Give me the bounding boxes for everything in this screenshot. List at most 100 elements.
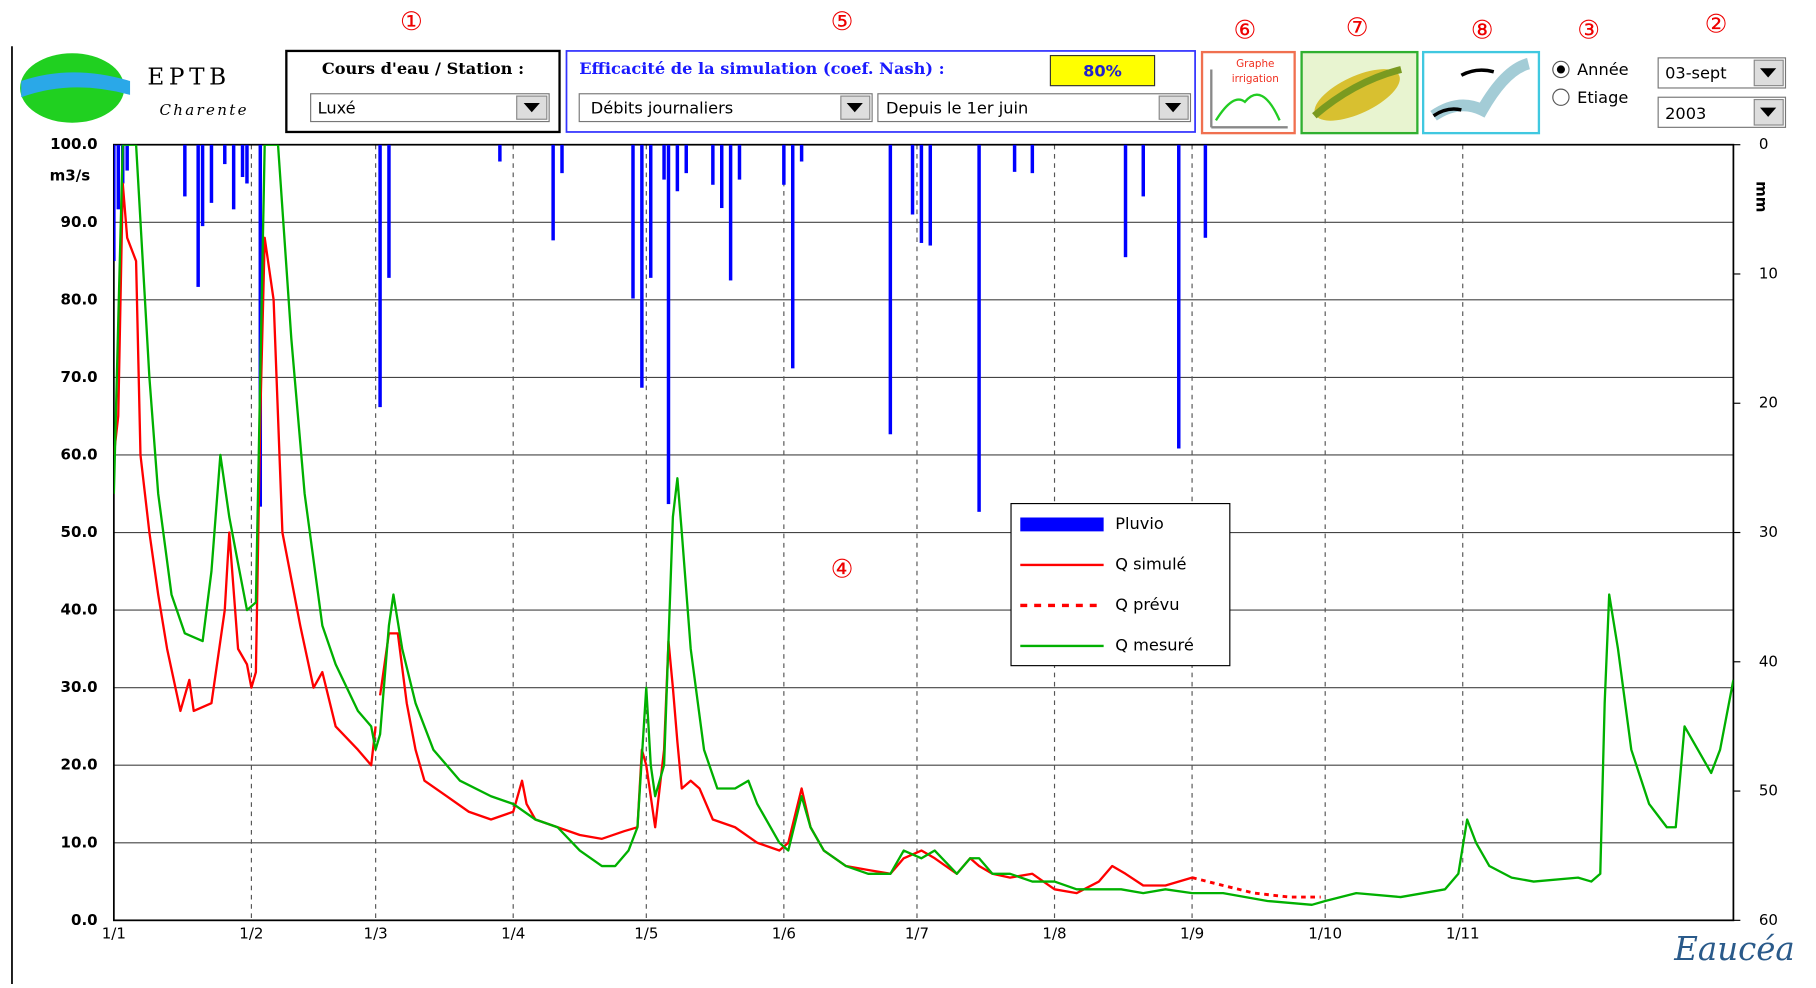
y2-tick-label: 0 <box>1759 135 1769 153</box>
rain-bar <box>245 144 249 184</box>
legend-label: Pluvio <box>1115 514 1164 533</box>
crop-button[interactable] <box>1300 50 1419 135</box>
step-select[interactable]: Débits journaliers <box>578 93 873 123</box>
rain-bar <box>231 144 236 210</box>
legend-label: Q prévu <box>1115 595 1179 614</box>
rain-bar <box>223 144 227 165</box>
x-tick-label: 1/8 <box>1042 925 1066 943</box>
rain-bar <box>560 144 564 174</box>
rain-bar <box>790 144 795 369</box>
period-value: Depuis le 1er juin <box>886 98 1028 117</box>
rain-bar <box>928 144 933 246</box>
rain-bar <box>1141 144 1146 197</box>
y-tick-label: 40.0 <box>61 601 98 619</box>
y2-tick-label: 50 <box>1759 782 1778 800</box>
x-tick-label: 1/5 <box>634 925 658 943</box>
legend-label: Q mesuré <box>1115 635 1194 654</box>
rain-bar <box>498 144 502 162</box>
radio-low-label: Etiage <box>1577 88 1628 107</box>
x-tick-label: 1/2 <box>239 925 263 943</box>
rain-bar <box>662 144 666 180</box>
rain-bar <box>684 144 688 174</box>
legend-label: Q simulé <box>1115 554 1186 573</box>
radio-low[interactable]: Etiage <box>1552 88 1629 107</box>
irrigation-button[interactable]: Graphe irrigation <box>1200 50 1296 135</box>
series-line <box>1191 876 1321 899</box>
y2-tick-label: 10 <box>1759 264 1778 282</box>
rain-bar <box>196 144 200 287</box>
rain-bar <box>711 144 715 185</box>
y-tick-label: 30.0 <box>61 678 98 696</box>
annotation-number: ① <box>400 7 423 37</box>
x-tick-label: 1/9 <box>1180 925 1204 943</box>
rain-bar <box>720 144 724 209</box>
nash-value: 80% <box>1083 61 1122 80</box>
y-tick-label: 10.0 <box>61 833 98 851</box>
nash-box <box>1049 54 1156 87</box>
date-select[interactable]: 03-sept <box>1657 57 1787 89</box>
date-value: 03-sept <box>1665 64 1726 83</box>
rain-bar <box>640 144 644 388</box>
annotation-number: ④ <box>831 555 854 585</box>
rain-bar <box>116 144 121 210</box>
series-line <box>113 182 1193 895</box>
rain-bar <box>209 144 214 203</box>
rain-bar <box>649 144 653 278</box>
rain-bar <box>799 144 804 162</box>
series-line <box>113 144 1734 906</box>
brand: Eaucéa <box>1673 930 1795 968</box>
rain-bar <box>1030 144 1035 174</box>
rain-bar <box>666 144 671 505</box>
rain-bar <box>1012 144 1017 172</box>
x-tick-label: 1/7 <box>905 925 929 943</box>
rain-bar <box>977 144 981 512</box>
rain-bar <box>200 144 205 227</box>
y-tick-label: 50.0 <box>61 523 98 541</box>
logo-subtitle: Charente <box>159 101 248 119</box>
y-tick-label: 0.0 <box>71 911 98 929</box>
rain-bar <box>631 144 635 299</box>
rain-bar <box>1203 144 1208 238</box>
radio-year[interactable]: Année <box>1552 60 1629 79</box>
logo-title: EPTB <box>147 65 230 91</box>
x-tick-label: 1/10 <box>1308 925 1342 943</box>
plot-area <box>113 144 1734 906</box>
flow-button[interactable] <box>1421 50 1541 135</box>
annotation-number: ⑤ <box>831 7 854 37</box>
year-select[interactable]: 2003 <box>1657 96 1787 128</box>
logo: EPTB Charente <box>20 53 248 123</box>
period-select[interactable]: Depuis le 1er juin <box>877 93 1192 123</box>
station-label: Cours d'eau / Station : <box>322 59 524 78</box>
annotation-number: ③ <box>1577 15 1600 45</box>
rain-bar <box>387 144 391 278</box>
x-tick-label: 1/11 <box>1446 925 1480 943</box>
rain-bar <box>782 144 786 185</box>
y-tick-label: 60.0 <box>61 445 98 463</box>
x-tick-label: 1/4 <box>501 925 525 943</box>
step-value: Débits journaliers <box>591 98 733 117</box>
rain-bar <box>551 144 555 241</box>
x-tick-label: 1/1 <box>102 925 126 943</box>
rain-bar <box>919 144 924 243</box>
x-tick-label: 1/6 <box>772 925 796 943</box>
rain-bar <box>888 144 893 435</box>
rain-bar <box>737 144 742 180</box>
annotation-number: ⑧ <box>1471 15 1494 45</box>
y-tick-label: 20.0 <box>61 756 98 774</box>
rain-bar <box>113 144 116 262</box>
annotation-number: ⑥ <box>1233 15 1256 45</box>
plot: 0.0 10.0 20.0 30.0 40.0 50.0 60.0 70.0 80.0 90.0 1… <box>50 135 1778 943</box>
rain-bar <box>1177 144 1181 449</box>
plot-frame <box>112 143 1735 922</box>
station-select[interactable]: Luxé <box>310 93 550 123</box>
y2-tick-label: 30 <box>1759 523 1778 541</box>
y-tick-label: 80.0 <box>61 290 98 308</box>
rain-bar <box>728 144 733 281</box>
x-tick-label: 1/3 <box>364 925 388 943</box>
rain-bar <box>125 144 129 171</box>
y-axis-label: m3/s <box>50 166 91 184</box>
rain-bar <box>910 144 915 215</box>
annotation-number: ② <box>1705 9 1728 39</box>
y2-tick-label: 60 <box>1759 911 1778 929</box>
